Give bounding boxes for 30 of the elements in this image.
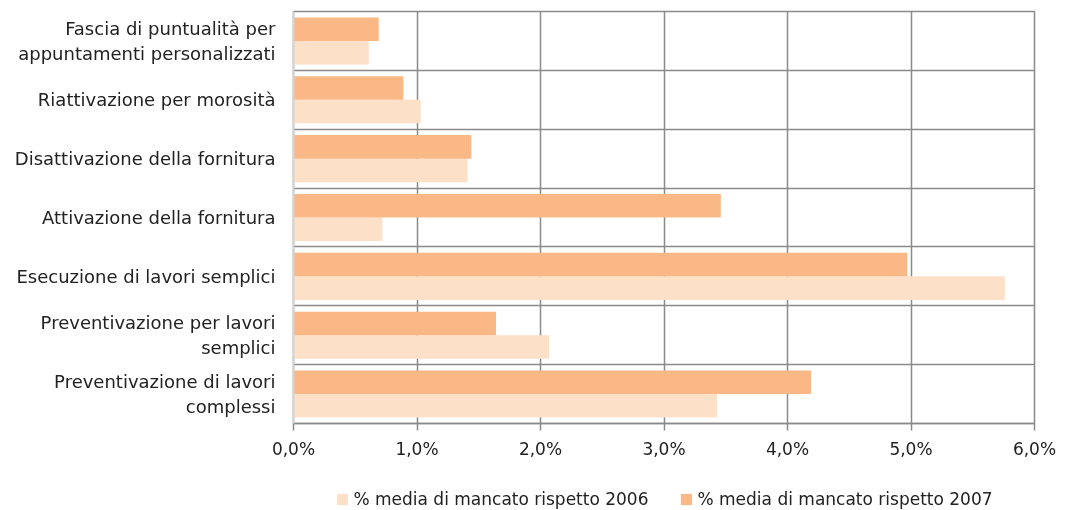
bar bbox=[293, 17, 379, 41]
bar bbox=[293, 193, 721, 218]
bar bbox=[293, 40, 369, 65]
y-tick-label: Attivazione della fornitura bbox=[42, 207, 276, 228]
x-tick-label: 3,0% bbox=[642, 438, 686, 459]
bar bbox=[293, 135, 472, 159]
bar bbox=[293, 394, 718, 418]
y-tick-label: Fascia di puntualità per appuntamenti personalizzati bbox=[18, 17, 277, 65]
y-tick-label: Disattivazione della fornitura bbox=[14, 148, 276, 170]
x-tick-label: 4,0% bbox=[765, 438, 810, 459]
bar bbox=[293, 158, 468, 183]
y-tick-label: Preventivazione di lavori complessi bbox=[54, 370, 276, 418]
bar bbox=[293, 370, 811, 395]
y-tick-label: Esecuzione di lavori semplici bbox=[16, 265, 276, 287]
bar bbox=[293, 252, 908, 277]
bar bbox=[293, 217, 383, 242]
x-tick-label: 2,0% bbox=[518, 438, 563, 459]
y-tick-label: Riattivazione per morosità bbox=[37, 89, 276, 111]
x-tick-label: 5,0% bbox=[889, 438, 933, 459]
bar bbox=[293, 76, 404, 100]
y-tick-label: Preventivazione per lavori semplici bbox=[40, 312, 276, 359]
bar bbox=[293, 276, 1005, 300]
x-tick-label: 1,0% bbox=[395, 438, 439, 459]
bar bbox=[293, 99, 421, 124]
x-tick-label: 0,0% bbox=[271, 438, 316, 459]
x-tick-label: 6,0% bbox=[1012, 438, 1057, 459]
bar bbox=[293, 311, 497, 336]
legend-label: % media di mancato rispetto 2006 bbox=[353, 489, 649, 509]
legend-label: % media di mancato rispetto 2007 bbox=[697, 489, 993, 509]
bar bbox=[293, 335, 550, 359]
